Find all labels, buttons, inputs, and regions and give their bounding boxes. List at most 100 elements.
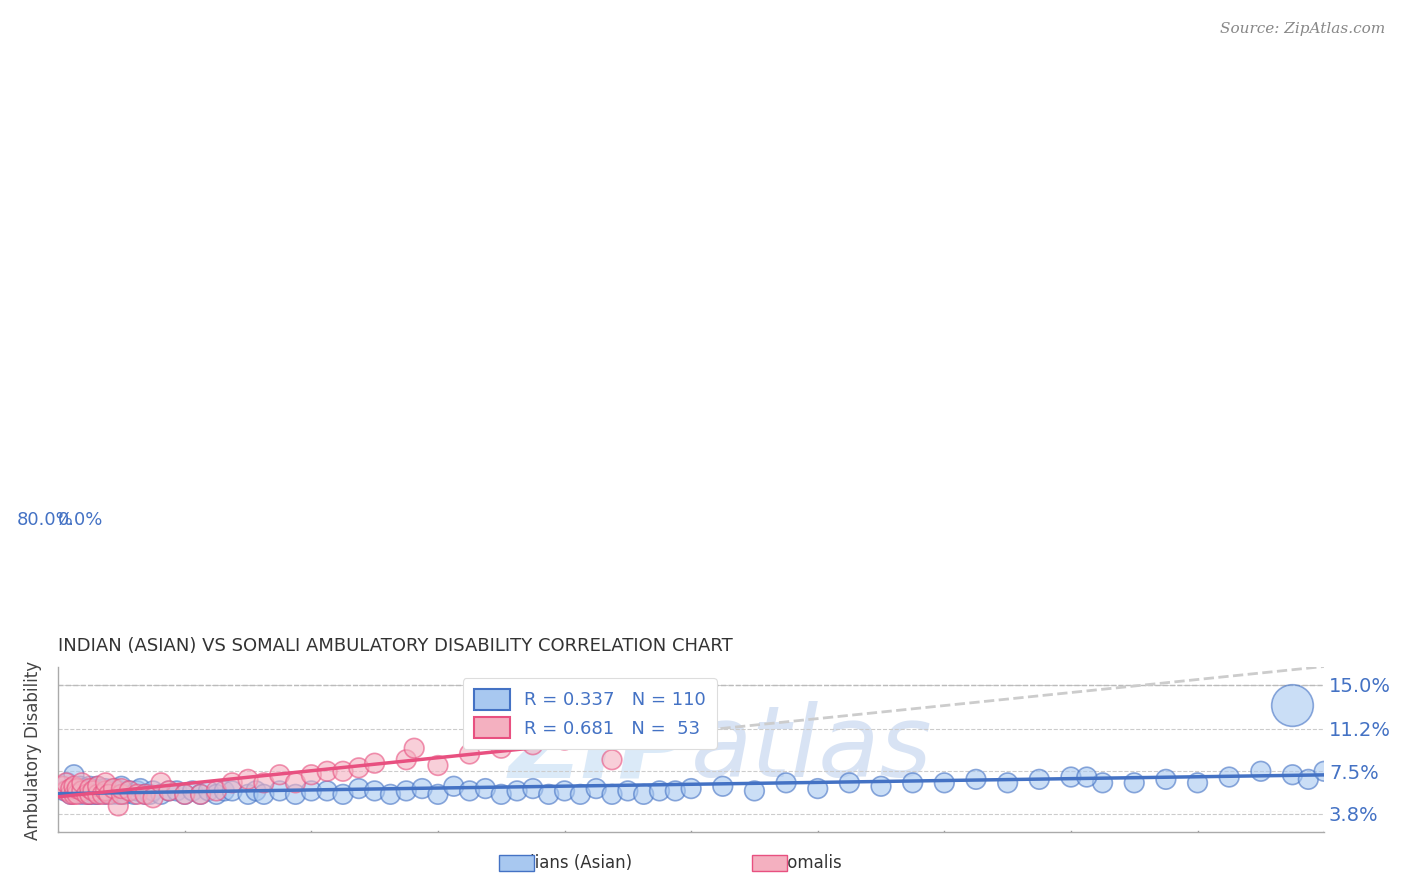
Point — [55, 776, 77, 790]
Legend: R = 0.337   N = 110, R = 0.681   N =  53: R = 0.337 N = 110, R = 0.681 N = 53 — [463, 678, 717, 748]
Point — [633, 788, 655, 802]
Point — [86, 779, 108, 793]
Point — [83, 788, 105, 802]
Point — [600, 753, 623, 767]
Text: 0.0%: 0.0% — [58, 511, 104, 529]
Point — [284, 776, 307, 790]
Point — [197, 784, 219, 798]
Point — [134, 788, 156, 802]
Point — [489, 741, 512, 756]
Point — [82, 784, 104, 798]
Point — [1123, 776, 1146, 790]
Point — [838, 776, 860, 790]
Point — [63, 788, 86, 802]
Point — [66, 781, 89, 796]
Point — [157, 784, 180, 798]
Point — [70, 776, 93, 790]
Point — [205, 788, 228, 802]
Text: atlas: atlas — [692, 701, 932, 798]
Point — [253, 776, 276, 790]
Point — [600, 788, 623, 802]
Point — [110, 781, 132, 796]
Point — [363, 784, 385, 798]
Point — [554, 784, 576, 798]
Point — [997, 776, 1019, 790]
Point — [104, 781, 127, 796]
Point — [66, 788, 89, 802]
Point — [77, 788, 100, 802]
Point — [103, 781, 125, 796]
Point — [1091, 776, 1114, 790]
Point — [107, 788, 129, 802]
Point — [681, 781, 703, 796]
Point — [150, 788, 173, 802]
Point — [53, 784, 76, 798]
Point — [55, 784, 77, 798]
Point — [537, 788, 560, 802]
Point — [94, 788, 117, 802]
Point — [59, 788, 82, 802]
Point — [221, 776, 243, 790]
Point — [299, 768, 322, 782]
Point — [134, 788, 156, 802]
Text: Indians (Asian): Indians (Asian) — [494, 855, 631, 872]
Point — [190, 788, 212, 802]
Point — [114, 788, 136, 802]
Point — [316, 764, 339, 779]
Point — [80, 784, 103, 798]
Point — [901, 776, 924, 790]
Point — [69, 779, 91, 793]
Text: Somalis: Somalis — [761, 855, 842, 872]
Point — [79, 779, 101, 793]
Point — [681, 695, 703, 709]
Point — [617, 784, 640, 798]
Point — [347, 781, 370, 796]
Point — [363, 756, 385, 771]
Point — [173, 788, 195, 802]
Point — [426, 788, 449, 802]
Point — [221, 784, 243, 798]
Point — [380, 788, 402, 802]
Point — [110, 779, 132, 793]
Point — [173, 788, 195, 802]
Point — [127, 788, 149, 802]
Point — [458, 747, 481, 761]
Point — [426, 758, 449, 772]
Point — [522, 738, 544, 752]
Point — [253, 788, 276, 802]
Point — [332, 788, 354, 802]
Point — [103, 784, 125, 798]
Point — [347, 761, 370, 775]
Point — [110, 784, 132, 798]
Text: 80.0%: 80.0% — [17, 511, 75, 529]
Text: Source: ZipAtlas.com: Source: ZipAtlas.com — [1219, 22, 1385, 37]
Point — [72, 781, 94, 796]
Point — [1281, 768, 1303, 782]
Point — [236, 772, 259, 787]
Point — [395, 753, 418, 767]
Point — [1298, 772, 1320, 787]
Text: INDIAN (ASIAN) VS SOMALI AMBULATORY DISABILITY CORRELATION CHART: INDIAN (ASIAN) VS SOMALI AMBULATORY DISA… — [58, 637, 733, 655]
Point — [395, 784, 418, 798]
Point — [245, 784, 267, 798]
Point — [236, 788, 259, 802]
Point — [1076, 770, 1098, 784]
Point — [1313, 764, 1336, 779]
Point — [66, 784, 89, 798]
Point — [82, 781, 104, 796]
Point — [166, 784, 188, 798]
Point — [205, 784, 228, 798]
Point — [870, 779, 893, 793]
Point — [76, 784, 98, 798]
Point — [214, 784, 236, 798]
Point — [90, 784, 112, 798]
Point — [122, 788, 145, 802]
Point — [59, 788, 82, 802]
Point — [86, 779, 108, 793]
Point — [711, 779, 734, 793]
Point — [1154, 772, 1177, 787]
Point — [91, 781, 114, 796]
Point — [91, 788, 114, 802]
Point — [142, 784, 165, 798]
Point — [775, 776, 797, 790]
